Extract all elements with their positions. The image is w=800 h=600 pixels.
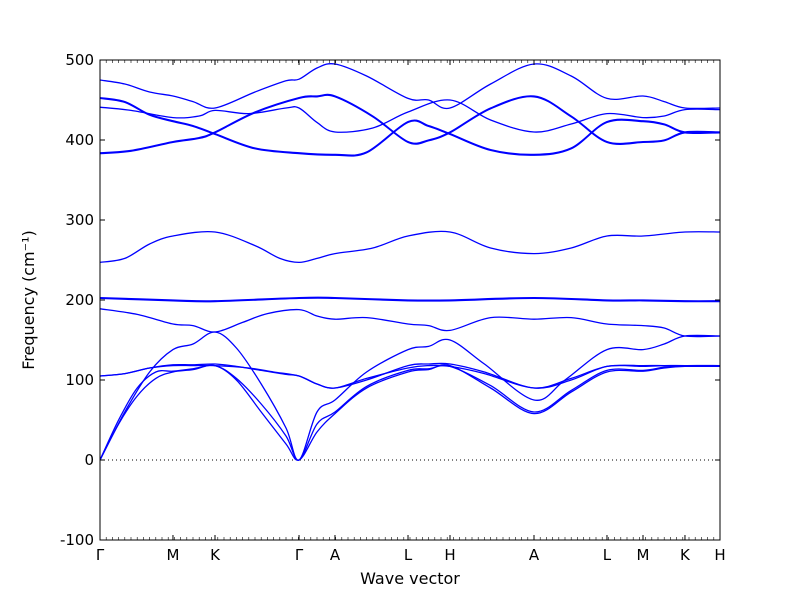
x-tick-label: M xyxy=(637,546,650,564)
band-line-2 xyxy=(100,364,720,461)
x-axis-label: Wave vector xyxy=(360,569,460,588)
band-line-3 xyxy=(100,331,720,461)
y-tick-label: 300 xyxy=(65,211,94,229)
x-tick-label: Γ xyxy=(295,546,304,564)
y-tick-label: 100 xyxy=(65,371,94,389)
x-tick-label: H xyxy=(444,546,455,564)
x-tick-label: H xyxy=(714,546,725,564)
band-line-12 xyxy=(100,96,720,156)
y-tick-label: 400 xyxy=(65,131,94,149)
band-line-11 xyxy=(100,94,720,155)
x-tick-label: K xyxy=(680,546,691,564)
band-line-6 xyxy=(100,308,720,338)
band-line-10 xyxy=(100,93,720,154)
band-line-7 xyxy=(100,296,720,302)
band-line-5 xyxy=(100,364,720,389)
x-tick-label: L xyxy=(603,546,612,564)
y-tick-label: 200 xyxy=(65,291,94,309)
band-line-15 xyxy=(100,63,720,110)
x-tick-label: Γ xyxy=(96,546,105,564)
x-tick-label: A xyxy=(529,546,540,564)
band-line-9 xyxy=(100,230,720,264)
y-axis-label: Frequency (cm⁻¹) xyxy=(19,230,38,369)
band-series xyxy=(100,63,720,461)
x-tick-label: M xyxy=(166,546,179,564)
y-axis-ticks: -100 0 100 200 300 400 500 xyxy=(60,51,720,549)
band-line-8 xyxy=(100,297,720,303)
y-tick-label: 0 xyxy=(84,451,94,469)
band-line-14 xyxy=(100,99,720,133)
x-tick-label: K xyxy=(210,546,221,564)
x-tick-label: L xyxy=(404,546,413,564)
band-line-13 xyxy=(100,97,720,157)
x-tick-label: A xyxy=(330,546,341,564)
y-tick-label: -100 xyxy=(60,531,94,549)
band-line-1 xyxy=(100,364,720,461)
y-tick-label: 500 xyxy=(65,51,94,69)
